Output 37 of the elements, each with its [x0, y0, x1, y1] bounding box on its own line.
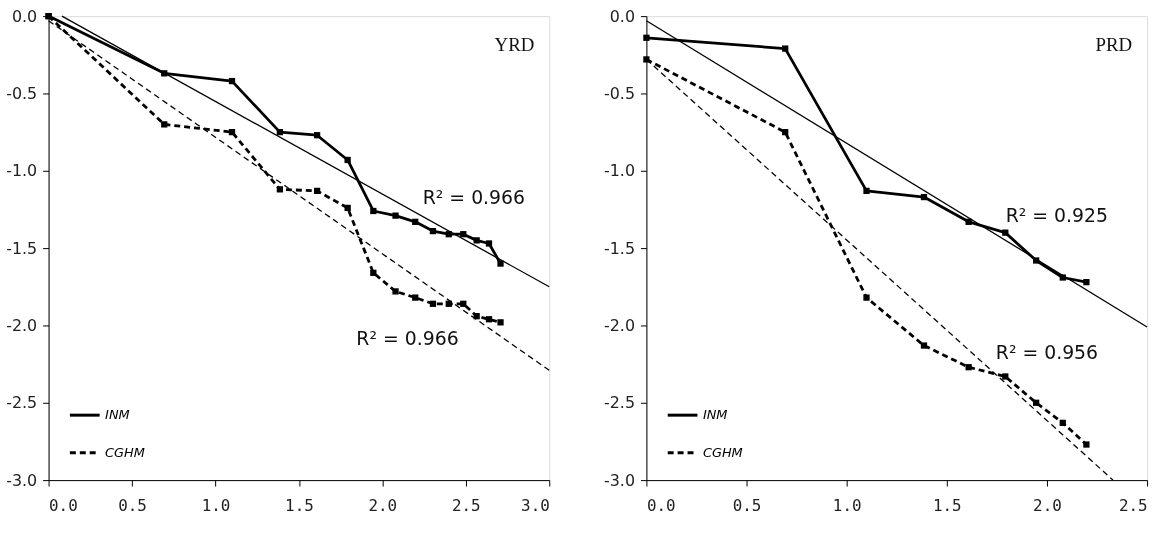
x-tick-label: 0.5: [118, 496, 147, 516]
y-tick-label: 0.0: [609, 6, 636, 26]
y-tick-label: -3.0: [604, 470, 636, 490]
x-tick-label: 1.0: [201, 496, 231, 516]
x-tick-label: 2.0: [1033, 496, 1062, 516]
annotation: YRD: [494, 33, 535, 55]
x-tick-label: 3.0: [521, 496, 550, 516]
y-tick-label: 0.0: [11, 6, 38, 26]
x-tick-label: 1.0: [832, 496, 862, 516]
annotation: R² = 0.966: [356, 328, 459, 350]
x-tick-label: 2.5: [1118, 496, 1148, 516]
x-tick-label: 0.5: [732, 496, 762, 516]
legend-label: CGHM: [702, 444, 743, 460]
y-tick-label: -2.5: [604, 393, 636, 413]
y-tick-label: -1.0: [604, 161, 636, 181]
y-tick-label: -0.5: [6, 83, 38, 103]
x-tick-label: 0.0: [49, 496, 78, 516]
x-tick-label: 1.5: [932, 496, 962, 516]
y-tick-label: -2.0: [6, 315, 38, 335]
legend-label: INM: [105, 407, 130, 423]
annotation: R² = 0.925: [1005, 205, 1108, 227]
y-tick-label: -1.5: [6, 238, 38, 258]
annotation: R² = 0.956: [995, 342, 1099, 364]
x-tick-label: 1.5: [285, 496, 314, 516]
y-tick-label: -0.5: [604, 83, 636, 103]
y-tick-label: -1.0: [6, 161, 38, 181]
x-tick-label: 0.0: [646, 496, 676, 516]
annotation: PRD: [1095, 33, 1133, 55]
legend-label: CGHM: [105, 444, 145, 460]
x-tick-label: 2.0: [368, 496, 398, 516]
y-tick-label: -1.5: [604, 238, 636, 258]
legend-label: INM: [702, 407, 728, 423]
y-tick-label: -2.5: [6, 393, 38, 413]
x-tick-label: 2.5: [451, 496, 481, 516]
y-tick-label: -3.0: [6, 470, 38, 490]
annotation: R² = 0.966: [422, 187, 526, 209]
y-tick-label: -2.0: [604, 315, 636, 335]
